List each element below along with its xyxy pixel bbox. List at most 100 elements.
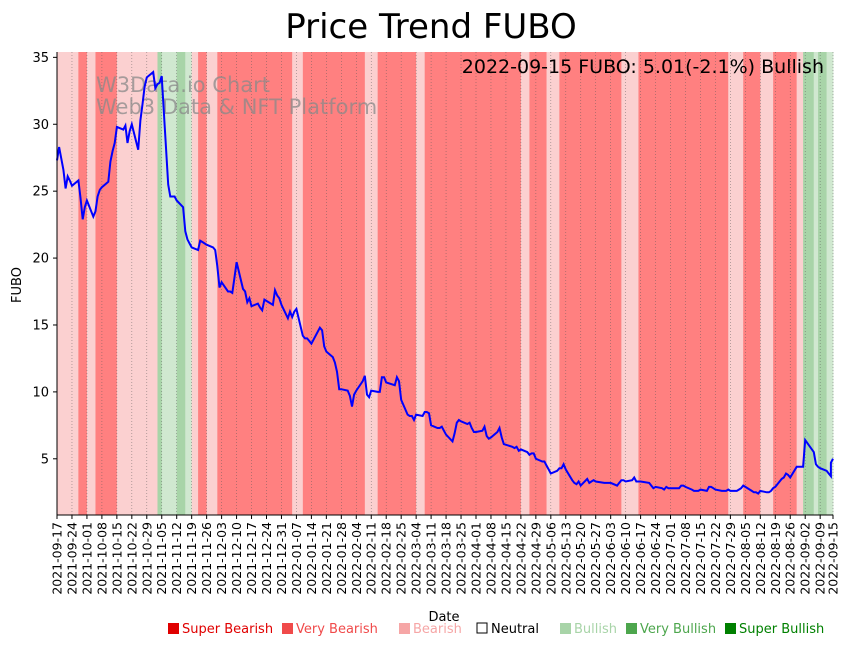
legend-label: Very Bearish bbox=[296, 622, 378, 637]
sentiment-band bbox=[292, 52, 304, 515]
x-tick-label: 2021-09-17 bbox=[50, 522, 65, 595]
sentiment-band bbox=[424, 52, 522, 515]
sentiment-band bbox=[559, 52, 622, 515]
x-tick-label: 2022-01-21 bbox=[319, 522, 334, 595]
x-tick-label: 2022-05-06 bbox=[543, 522, 558, 595]
x-tick-label: 2021-11-26 bbox=[199, 522, 214, 595]
x-tick-label: 2021-09-24 bbox=[65, 522, 80, 595]
sentiment-band bbox=[813, 52, 819, 515]
price-line bbox=[56, 70, 834, 495]
x-tick-label: 2022-06-03 bbox=[603, 522, 618, 595]
legend-label: Super Bullish bbox=[739, 622, 824, 637]
sentiment-band bbox=[728, 52, 744, 515]
x-tick-label: 2022-04-29 bbox=[528, 522, 543, 595]
sentiment-band bbox=[206, 52, 218, 515]
x-tick-label: 2022-03-04 bbox=[409, 522, 424, 595]
x-tick-label: 2021-10-22 bbox=[124, 522, 139, 595]
sentiment-band bbox=[638, 52, 729, 515]
sentiment-band bbox=[127, 52, 146, 515]
x-tick-label: 2022-07-08 bbox=[678, 522, 693, 595]
watermark-line-1: W3Data.io Chart bbox=[96, 73, 270, 97]
sentiment-band bbox=[116, 52, 128, 515]
sentiment-bands bbox=[57, 52, 834, 515]
legend-marker bbox=[282, 623, 293, 634]
y-tick-label: 15 bbox=[32, 318, 49, 333]
x-tick-label: 2022-02-18 bbox=[379, 522, 394, 595]
legend-marker bbox=[399, 623, 410, 634]
x-tick-label: 2022-03-11 bbox=[424, 522, 439, 595]
x-tick-label: 2022-02-04 bbox=[349, 522, 364, 595]
legend-marker bbox=[560, 623, 571, 634]
x-tick-label: 2022-06-10 bbox=[618, 522, 633, 595]
sentiment-band bbox=[796, 52, 804, 515]
x-tick-label: 2022-06-24 bbox=[648, 522, 663, 595]
sentiment-band bbox=[377, 52, 417, 515]
x-tick-label: 2022-08-19 bbox=[768, 522, 783, 595]
sentiment-band bbox=[198, 52, 208, 515]
sentiment-band bbox=[743, 52, 761, 515]
x-tick-label: 2022-06-17 bbox=[633, 522, 648, 595]
x-tick-label: 2022-09-02 bbox=[798, 522, 813, 595]
x-tick-label: 2021-10-29 bbox=[139, 522, 154, 595]
x-tick-label: 2022-07-15 bbox=[693, 522, 708, 595]
sentiment-band bbox=[176, 52, 186, 515]
x-tick-label: 2022-04-22 bbox=[513, 522, 528, 595]
y-tick-label: 20 bbox=[32, 252, 49, 267]
legend-label: Super Bearish bbox=[182, 622, 273, 637]
sentiment-band bbox=[760, 52, 774, 515]
sentiment-band bbox=[95, 52, 118, 515]
sentiment-band bbox=[191, 52, 199, 515]
x-tick-label: 2021-10-15 bbox=[109, 522, 124, 595]
sentiment-band bbox=[621, 52, 639, 515]
sentiment-band bbox=[57, 52, 79, 515]
y-tick-label: 10 bbox=[32, 385, 49, 400]
x-tick-label: 2021-12-31 bbox=[274, 522, 289, 595]
x-tick-label: 2022-01-07 bbox=[289, 522, 304, 595]
x-tick-label: 2022-04-15 bbox=[498, 522, 513, 595]
sentiment-band bbox=[773, 52, 798, 515]
x-tick-label: 2022-01-14 bbox=[304, 522, 319, 595]
x-tick-label: 2022-03-18 bbox=[439, 522, 454, 595]
x-tick-label: 2022-05-27 bbox=[588, 522, 603, 595]
sentiment-band bbox=[217, 52, 293, 515]
x-tick-label: 2022-03-25 bbox=[454, 522, 469, 595]
y-axis-label: FUBO bbox=[10, 267, 25, 303]
watermark-line-2: Web3 Data & NFT Platform bbox=[96, 95, 377, 119]
sentiment-band bbox=[78, 52, 88, 515]
sentiment-band bbox=[520, 52, 530, 515]
latest-price-annotation: 2022-09-15 FUBO: 5.01(-2.1%) Bullish bbox=[462, 56, 824, 78]
x-tick-label: 2022-04-08 bbox=[484, 522, 499, 595]
x-axis-label: Date bbox=[428, 610, 459, 625]
sentiment-band bbox=[161, 52, 178, 515]
x-tick-label: 2022-09-15 bbox=[826, 522, 841, 595]
x-tick-label: 2021-11-19 bbox=[184, 522, 199, 595]
y-axis-ticks: 5 10 15 20 25 30 35 bbox=[32, 51, 57, 467]
x-tick-label: 2021-12-03 bbox=[214, 522, 229, 595]
sentiment-band bbox=[157, 52, 163, 515]
chart-title: Price Trend FUBO bbox=[285, 7, 577, 47]
x-tick-label: 2021-11-05 bbox=[154, 522, 169, 595]
x-tick-label: 2022-04-01 bbox=[469, 522, 484, 595]
y-tick-label: 30 bbox=[32, 118, 49, 133]
x-tick-label: 2022-02-25 bbox=[394, 522, 409, 595]
sentiment-band bbox=[818, 52, 827, 515]
sentiment-band bbox=[529, 52, 547, 515]
x-tick-label: 2022-05-13 bbox=[558, 522, 573, 595]
sentiment-band bbox=[185, 52, 193, 515]
sentiment-legend: Super Bearish Very Bearish Bearish Neutral B… bbox=[168, 622, 824, 637]
x-tick-label: 2021-12-24 bbox=[259, 522, 274, 595]
sentiment-band bbox=[546, 52, 560, 515]
axes bbox=[56, 52, 833, 516]
x-tick-label: 2022-07-22 bbox=[708, 522, 723, 595]
y-tick-label: 35 bbox=[32, 51, 49, 66]
y-tick-label: 5 bbox=[41, 452, 49, 467]
x-tick-label: 2022-09-09 bbox=[813, 522, 828, 595]
x-tick-label: 2022-07-29 bbox=[723, 522, 738, 595]
x-tick-label: 2022-07-01 bbox=[663, 522, 678, 595]
sentiment-band bbox=[302, 52, 366, 515]
x-tick-label: 2022-08-12 bbox=[753, 522, 768, 595]
legend-marker bbox=[725, 623, 736, 634]
legend-label: Bearish bbox=[413, 622, 462, 637]
x-axis-ticks: 2021-09-17 2021-09-24 2021-10-01 2021-10-08… bbox=[50, 515, 841, 595]
